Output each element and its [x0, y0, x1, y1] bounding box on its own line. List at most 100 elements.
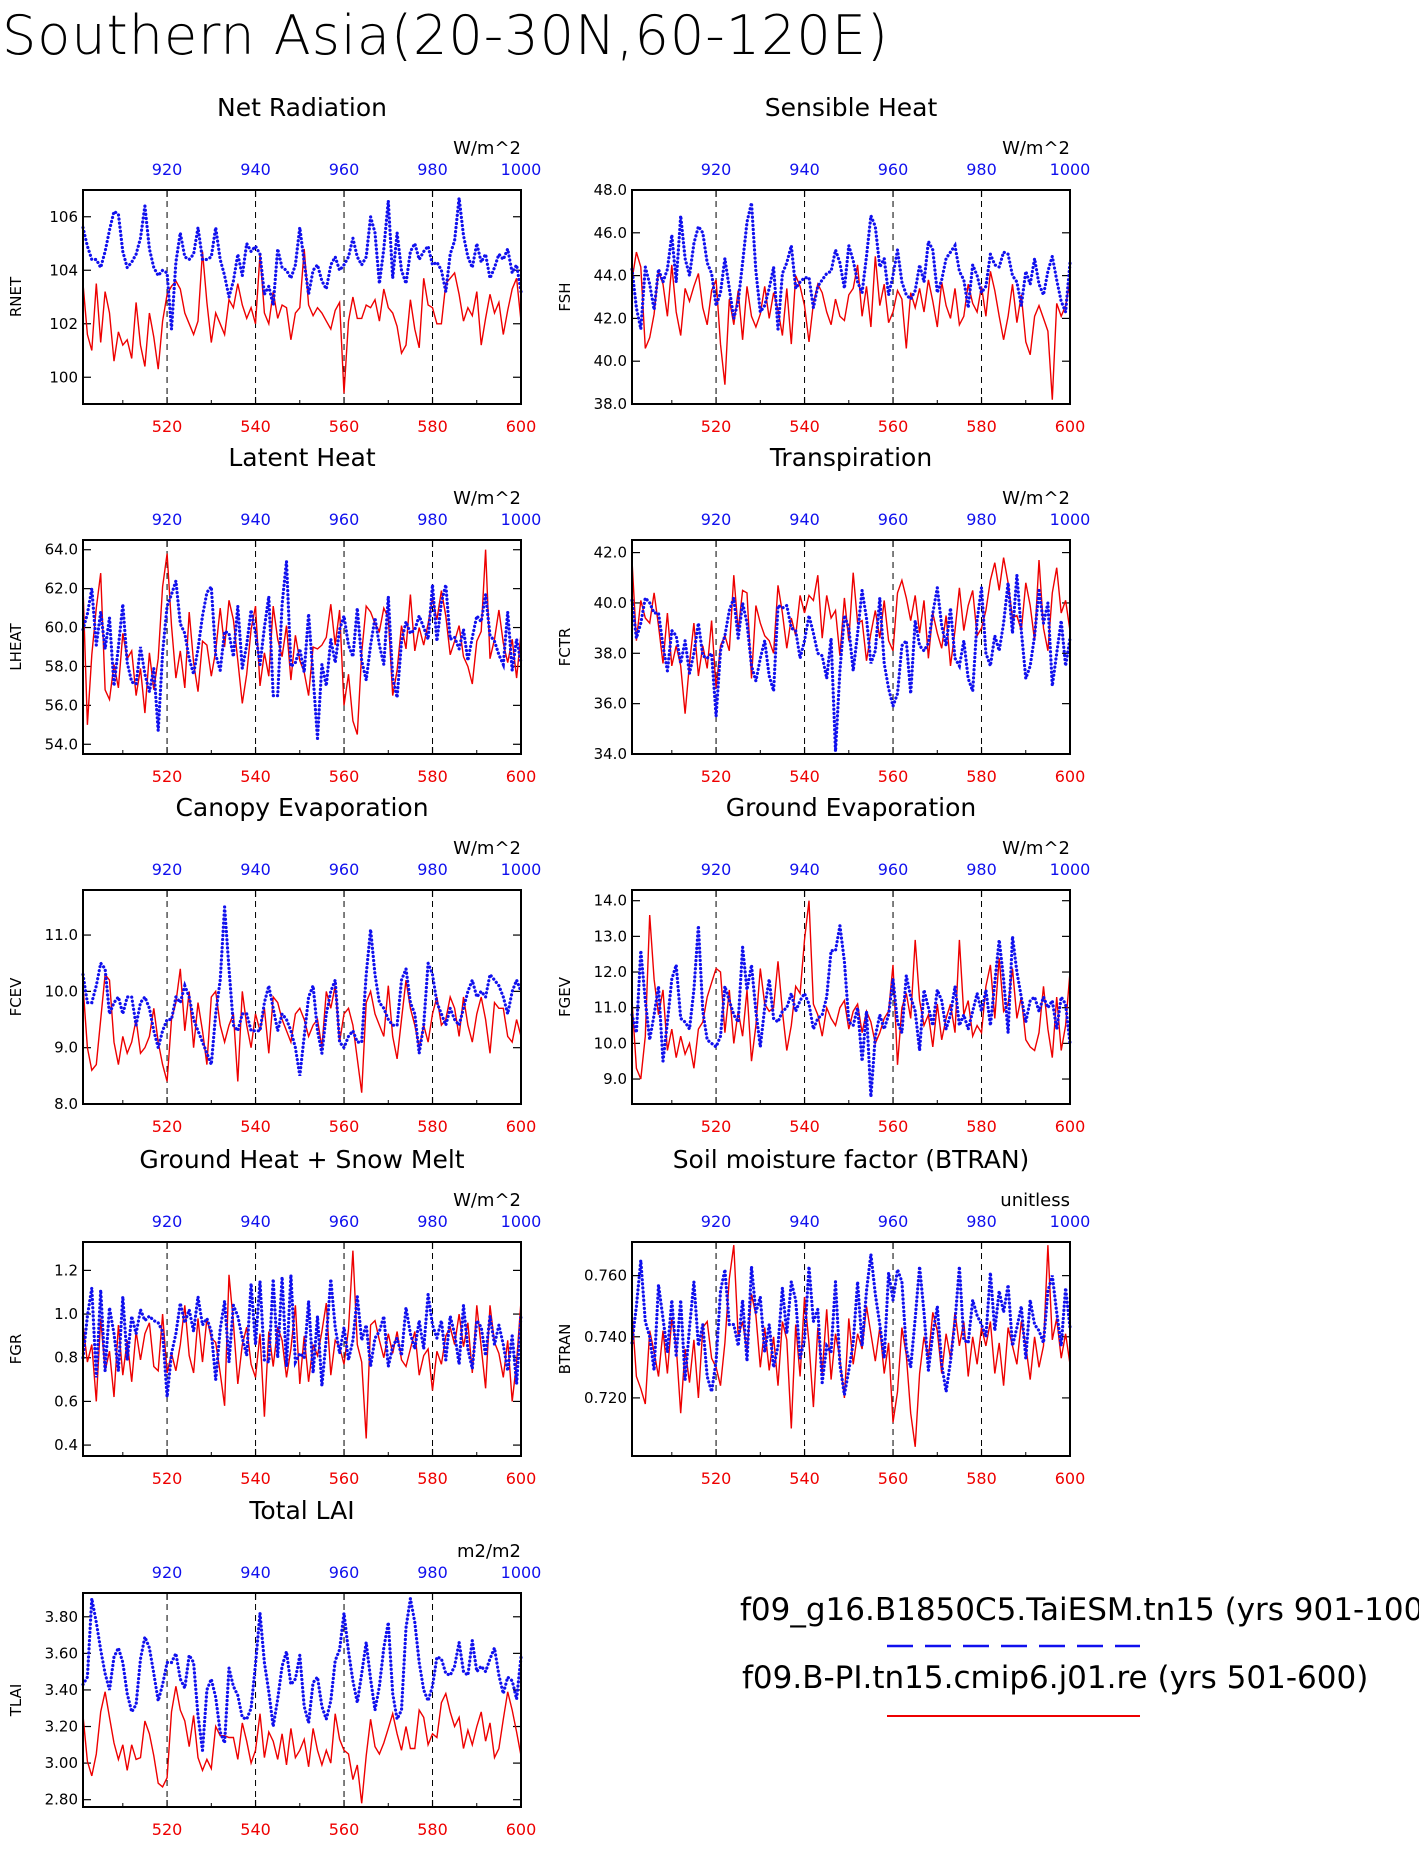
x-tick-label-bottom: 560	[878, 1117, 909, 1136]
x-tick-label-top: 1000	[1050, 860, 1091, 879]
y-tick-label: 104	[49, 261, 78, 279]
x-tick-label-top: 980	[966, 1212, 997, 1231]
y-tick-label: 34.0	[594, 745, 627, 763]
x-tick-label-bottom: 600	[506, 767, 537, 786]
y-tick-label: 2.80	[45, 1791, 78, 1809]
panel-title: Ground Heat + Snow Melt	[139, 1145, 464, 1174]
panel-fgev: Ground Evaporation W/m^2 520 540 560 580 600 92…	[556, 793, 1090, 1136]
panel-fcev: Canopy Evaporation W/m^2 520 540 560 580 600 92…	[7, 793, 541, 1136]
y-tick-label: 40.0	[594, 352, 627, 370]
y-tick-label: 46.0	[594, 224, 627, 242]
unit-label: W/m^2	[453, 1190, 521, 1211]
legend-entry-red: f09.B-PI.tn15.cmip6.j01.re (yrs 501-600)	[742, 1660, 1368, 1696]
y-tick-label: 100	[49, 368, 78, 386]
x-tick-label-bottom: 600	[506, 417, 537, 436]
y-tick-label: 3.60	[45, 1644, 78, 1662]
x-tick-label-top: 1000	[1050, 160, 1091, 179]
series-blue-line	[83, 561, 521, 738]
plot-frame	[632, 890, 1070, 1104]
unit-label: W/m^2	[453, 138, 521, 159]
x-tick-label-top: 980	[417, 860, 448, 879]
x-tick-label-bottom: 540	[240, 1117, 271, 1136]
x-tick-label-top: 960	[878, 1212, 909, 1231]
plot-frame	[632, 190, 1070, 404]
unit-label: W/m^2	[453, 838, 521, 859]
x-tick-label-bottom: 600	[1055, 767, 1086, 786]
y-tick-label: 10.0	[45, 982, 78, 1000]
unit-label: W/m^2	[1002, 838, 1070, 859]
x-tick-label-top: 920	[701, 160, 732, 179]
x-tick-label-bottom: 560	[329, 1117, 360, 1136]
x-tick-label-bottom: 520	[701, 767, 732, 786]
series-red-line	[83, 969, 521, 1093]
x-tick-label-bottom: 580	[966, 767, 997, 786]
x-tick-label-top: 920	[152, 160, 183, 179]
panel-title: Soil moisture factor (BTRAN)	[673, 1145, 1030, 1174]
panel-fgr: Ground Heat + Snow Melt W/m^2 520 540 560 580…	[7, 1145, 541, 1488]
series-blue-line	[632, 203, 1070, 329]
y-tick-label: 0.720	[584, 1389, 627, 1407]
x-tick-label-bottom: 600	[506, 1820, 537, 1839]
y-tick-label: 0.760	[584, 1267, 627, 1285]
x-tick-label-top: 960	[329, 510, 360, 529]
x-tick-label-top: 980	[966, 510, 997, 529]
panel-fsh: Sensible HeatW/m^2520 540 560 580 600920 940 9…	[556, 93, 1090, 436]
x-tick-label-top: 980	[417, 160, 448, 179]
x-tick-label-bottom: 540	[240, 767, 271, 786]
y-tick-label: 3.40	[45, 1681, 78, 1699]
y-tick-label: 40.0	[594, 594, 627, 612]
x-tick-label-top: 1000	[501, 1212, 542, 1231]
x-tick-label-top: 980	[417, 1563, 448, 1582]
y-tick-label: 62.0	[45, 580, 78, 598]
plot-frame	[632, 540, 1070, 754]
x-tick-label-bottom: 520	[152, 767, 183, 786]
x-tick-label-top: 1000	[501, 1563, 542, 1582]
x-tick-label-top: 920	[701, 1212, 732, 1231]
x-tick-label-top: 980	[966, 160, 997, 179]
y-tick-label: 12.0	[594, 963, 627, 981]
x-tick-label-bottom: 580	[966, 1469, 997, 1488]
x-tick-label-top: 960	[878, 160, 909, 179]
series-red-line	[632, 252, 1070, 400]
x-tick-label-top: 980	[417, 510, 448, 529]
y-tick-label: 1.2	[54, 1261, 78, 1279]
x-tick-label-bottom: 540	[789, 1469, 820, 1488]
panel-tlai: Total LAIm2/m2520 540 560 580 600920 940 960 98…	[7, 1496, 541, 1839]
y-axis-label: FSH	[556, 282, 574, 311]
panel-rnet: Net Radiation W/m^2 520 540 560 580 600 920 940 9…	[7, 93, 541, 436]
y-axis-label: FCEV	[7, 977, 25, 1017]
y-tick-label: 11.0	[594, 999, 627, 1017]
y-tick-label: 0.4	[54, 1436, 78, 1454]
x-tick-label-bottom: 540	[240, 1469, 271, 1488]
x-tick-label-bottom: 520	[152, 1820, 183, 1839]
y-tick-label: 1.0	[54, 1305, 78, 1323]
x-tick-label-bottom: 520	[152, 1469, 183, 1488]
y-tick-label: 60.0	[45, 619, 78, 637]
y-tick-label: 64.0	[45, 541, 78, 559]
y-tick-label: 44.0	[594, 267, 627, 285]
x-tick-label-top: 960	[329, 1212, 360, 1231]
x-tick-label-top: 1000	[1050, 510, 1091, 529]
x-tick-label-bottom: 600	[506, 1117, 537, 1136]
series-blue-line	[83, 198, 521, 329]
y-tick-label: 38.0	[594, 395, 627, 413]
y-axis-label: TLAI	[7, 1684, 25, 1718]
unit-label: W/m^2	[1002, 138, 1070, 159]
y-tick-label: 106	[49, 208, 78, 226]
x-tick-label-top: 960	[878, 860, 909, 879]
x-tick-label-top: 980	[417, 1212, 448, 1231]
y-tick-label: 8.0	[54, 1095, 78, 1113]
x-tick-label-bottom: 600	[1055, 1469, 1086, 1488]
y-axis-label: FGR	[7, 1334, 25, 1365]
x-tick-label-bottom: 520	[701, 1469, 732, 1488]
series-red-line	[632, 1245, 1070, 1447]
x-tick-label-bottom: 540	[789, 1117, 820, 1136]
plot-frame	[83, 890, 521, 1104]
legend-entry-blue: f09_g16.B1850C5.TaiESM.tn15 (yrs 901-100…	[740, 1592, 1419, 1628]
panel-title: Net Radiation	[217, 93, 387, 122]
panel-lheat: Latent HeatW/m^2520 540 560 580 600920 940 960…	[7, 443, 541, 786]
x-tick-label-top: 940	[240, 160, 271, 179]
series-red-line	[83, 249, 521, 393]
x-tick-label-top: 940	[240, 860, 271, 879]
y-axis-label: BTRAN	[556, 1324, 574, 1375]
